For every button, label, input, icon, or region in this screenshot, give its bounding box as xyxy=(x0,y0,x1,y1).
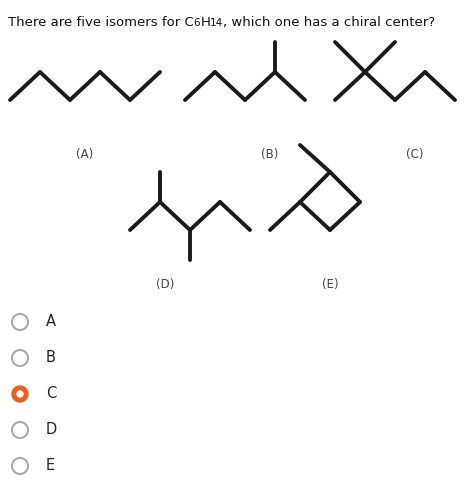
Text: There are five isomers for C: There are five isomers for C xyxy=(8,16,194,29)
Text: D: D xyxy=(46,422,57,437)
Text: (A): (A) xyxy=(76,148,94,161)
Text: , which one has a chiral center?: , which one has a chiral center? xyxy=(224,16,436,29)
Text: A: A xyxy=(46,314,56,330)
Text: (E): (E) xyxy=(322,278,338,291)
Text: E: E xyxy=(46,459,55,473)
Text: B: B xyxy=(46,350,56,365)
Text: (D): (D) xyxy=(156,278,174,291)
Text: 14: 14 xyxy=(210,18,224,28)
Text: H: H xyxy=(201,16,210,29)
Text: (B): (B) xyxy=(261,148,279,161)
Text: C: C xyxy=(46,387,56,402)
Text: 6: 6 xyxy=(194,18,201,28)
Circle shape xyxy=(12,386,28,402)
Text: (C): (C) xyxy=(406,148,424,161)
Circle shape xyxy=(17,391,23,397)
